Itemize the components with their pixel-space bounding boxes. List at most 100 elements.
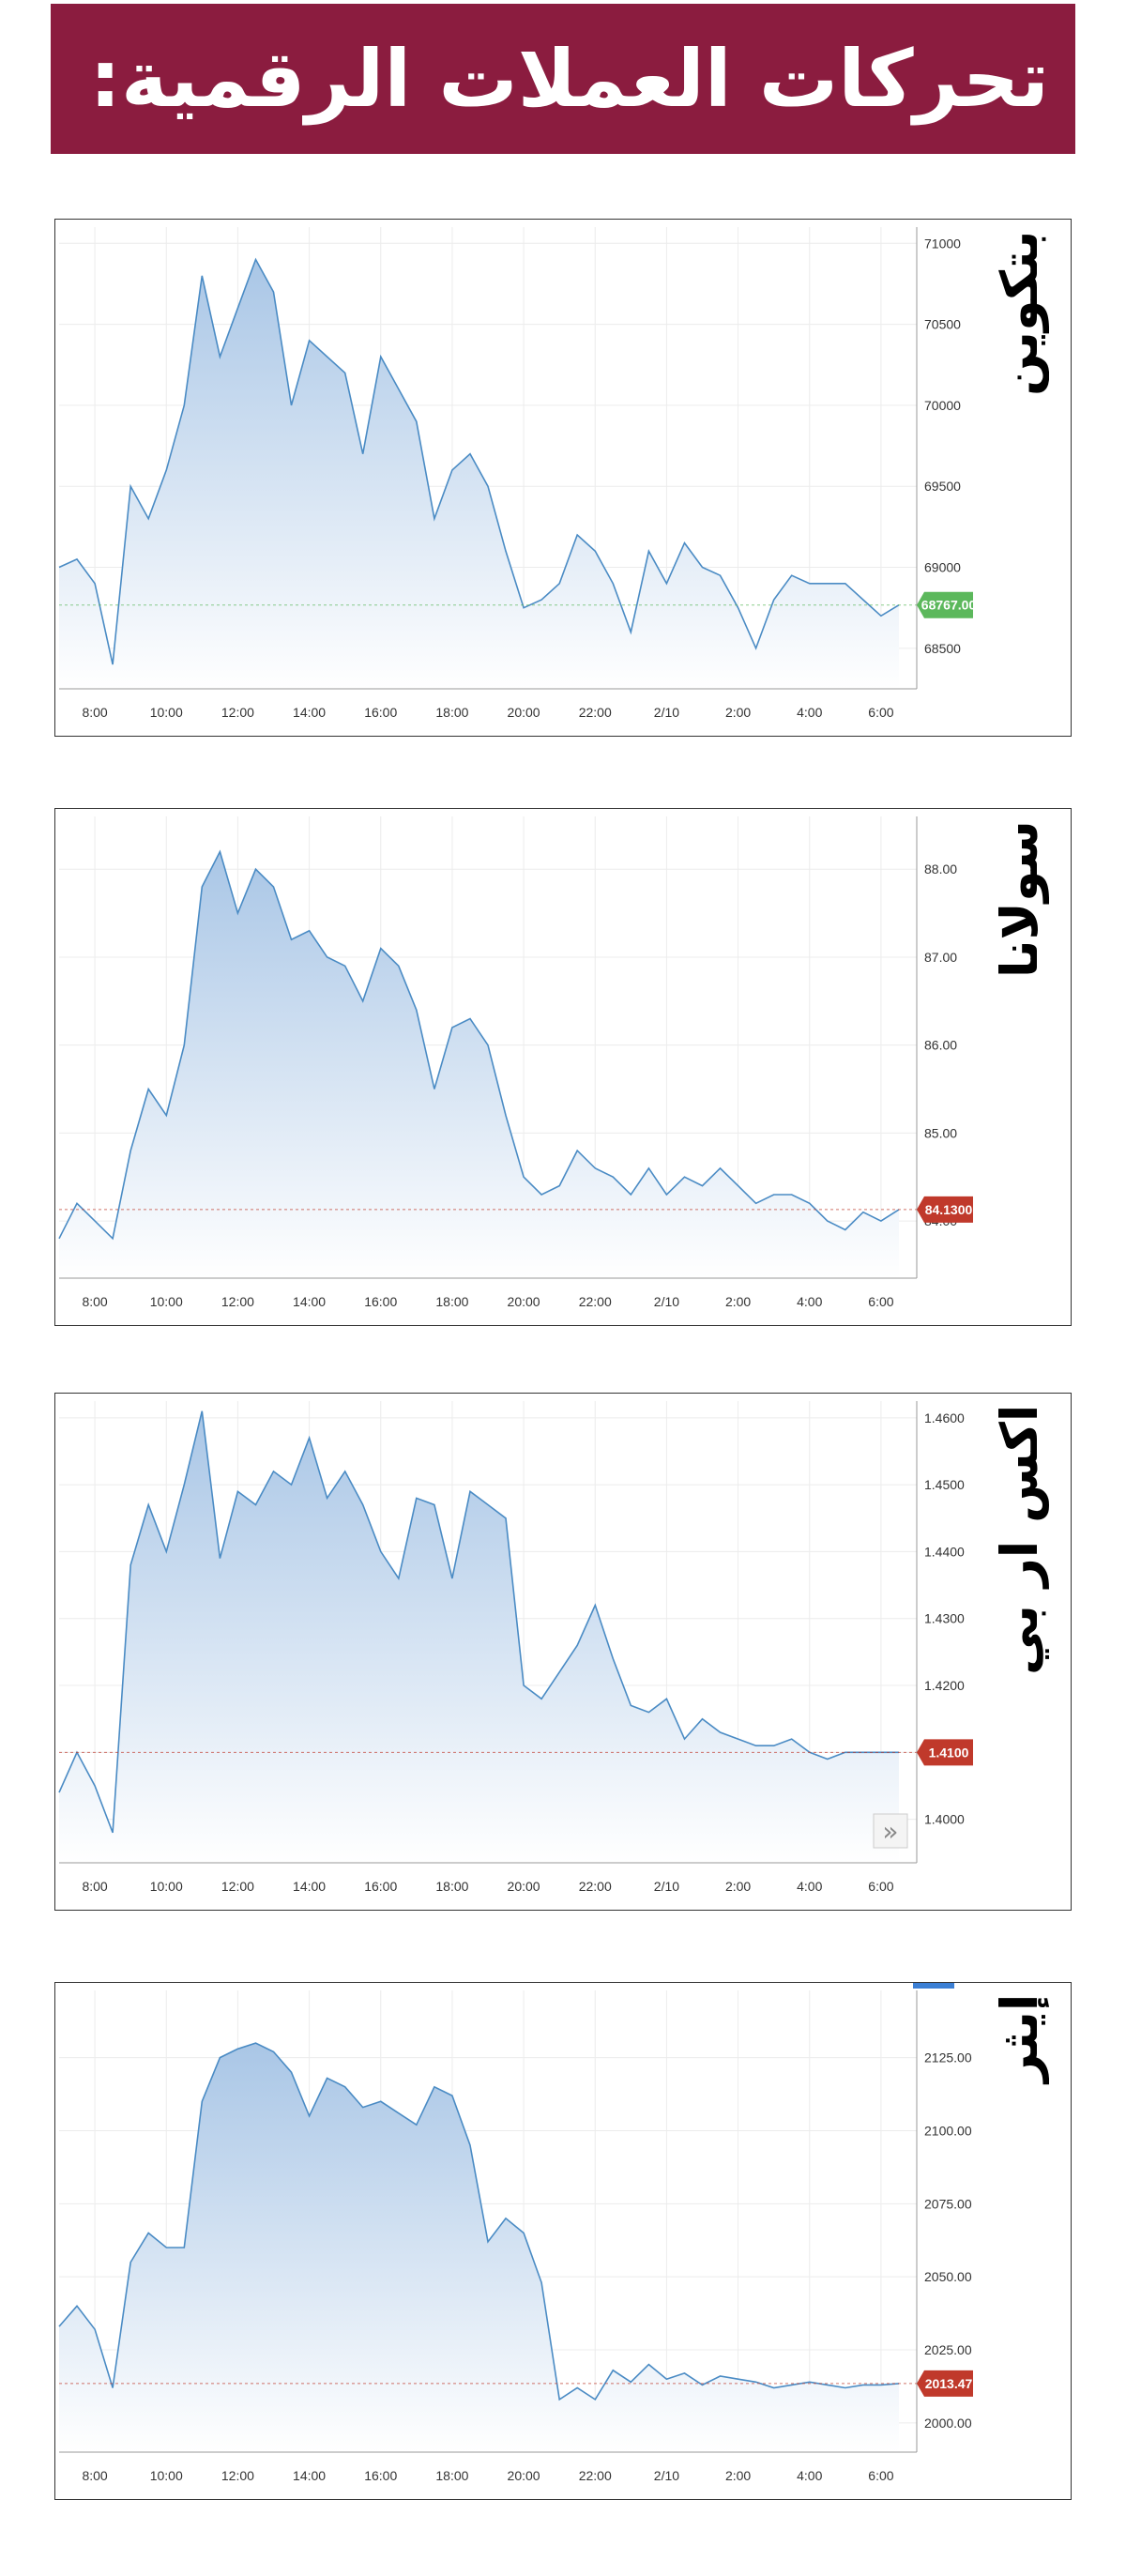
range-marker [913,1983,954,1989]
y-tick-label: 88.00 [924,861,957,876]
series-line [58,257,900,665]
x-tick-label: 12:00 [221,1294,254,1309]
y-tick-label: 2125.00 [924,2050,972,2065]
chart-card-solana: 8:00 10:00 12:00 14:00 16:00 18:00 20:00 22:00 2… [54,808,1072,1326]
chart-card-ether: 8:00 10:00 12:00 14:00 16:00 18:00 20:00 22:00 2… [54,1982,1072,2500]
x-tick-label: 18:00 [435,1879,468,1894]
y-tick-label: 2025.00 [924,2342,972,2357]
price-badge: 84.1300 [917,1196,973,1223]
y-tick-label: 85.00 [924,1125,957,1140]
y-tick-label: 68500 [924,641,961,656]
x-tick-label: 22:00 [579,705,612,720]
series-line [58,2042,900,2401]
chart-bitcoin: 8:00 10:00 12:00 14:00 16:00 18:00 20:00 22:00 2… [58,227,977,720]
x-tick-label: 2/10 [654,1294,679,1309]
y-tick-label: 1.4300 [924,1611,965,1626]
y-tick-label: 1.4000 [924,1812,965,1827]
x-tick-label: 22:00 [579,1294,612,1309]
x-tick-label: 12:00 [221,2468,254,2483]
y-tick-label: 69000 [924,560,961,575]
x-tick-label: 8:00 [82,1294,107,1309]
x-tick-label: 20:00 [508,705,540,720]
x-tick-label: 10:00 [150,1879,183,1894]
coin-name-solana: سولانا [990,820,1049,978]
coin-name-ether: إيثر [990,1994,1049,2083]
x-tick-label: 22:00 [579,1879,612,1894]
y-tick-label: 70500 [924,317,961,332]
x-tick-label: 12:00 [221,1879,254,1894]
x-tick-label: 18:00 [435,705,468,720]
chart-card-xrp: 8:00 10:00 12:00 14:00 16:00 18:00 20:00 22:00 2… [54,1393,1072,1911]
y-tick-label: 69500 [924,479,961,494]
x-tick-label: 22:00 [579,2468,612,2483]
y-tick-label: 1.4400 [924,1544,965,1559]
area-fill [59,1410,899,1863]
x-tick-label: 2:00 [725,705,751,720]
y-tick-label: 1.4500 [924,1477,965,1492]
x-tick-label: 6:00 [868,2468,893,2483]
x-tick-label: 14:00 [293,1294,326,1309]
x-tick-label: 6:00 [868,705,893,720]
x-tick-label: 10:00 [150,2468,183,2483]
x-tick-label: 20:00 [508,1294,540,1309]
x-tick-label: 6:00 [868,1879,893,1894]
x-tick-label: 4:00 [797,1879,822,1894]
x-tick-label: 10:00 [150,705,183,720]
x-tick-label: 2:00 [725,1294,751,1309]
price-badge-label: 68767.00 [921,598,977,613]
chart-xrp: 8:00 10:00 12:00 14:00 16:00 18:00 20:00 22:00 2… [58,1401,973,1894]
price-badge-label: 2013.47 [925,2376,973,2391]
x-tick-label: 8:00 [82,1879,107,1894]
x-tick-label: 12:00 [221,705,254,720]
y-tick-label: 2050.00 [924,2269,972,2284]
coin-name-xrp: اكس ار بي [990,1405,1049,1676]
y-tick-label: 2100.00 [924,2123,972,2138]
coin-name-bitcoin: بتكوين [990,231,1049,397]
x-tick-label: 4:00 [797,2468,822,2483]
price-badge: 1.4100 [917,1739,973,1766]
x-tick-label: 20:00 [508,1879,540,1894]
x-tick-label: 6:00 [868,1294,893,1309]
series-line [58,1410,899,1834]
x-tick-label: 18:00 [435,2468,468,2483]
chart-card-bitcoin: 8:00 10:00 12:00 14:00 16:00 18:00 20:00 22:00 2… [54,219,1072,737]
x-tick-label: 8:00 [82,2468,107,2483]
x-tick-label: 16:00 [364,1294,397,1309]
y-tick-label: 1.4600 [924,1410,965,1425]
x-tick-label: 8:00 [82,705,107,720]
double-chevron-icon: » [882,1816,898,1847]
x-tick-label: 14:00 [293,2468,326,2483]
x-tick-label: 16:00 [364,1879,397,1894]
x-tick-label: 10:00 [150,1294,183,1309]
price-badge: 2013.47 [917,2370,973,2397]
x-tick-label: 2/10 [654,2468,679,2483]
x-tick-label: 16:00 [364,705,397,720]
x-tick-label: 2:00 [725,2468,751,2483]
x-tick-label: 18:00 [435,1294,468,1309]
price-badge-label: 84.1300 [925,1202,973,1217]
x-tick-label: 2/10 [654,1879,679,1894]
scroll-button [873,1813,908,1849]
x-tick-label: 2/10 [654,705,679,720]
y-tick-label: 71000 [924,236,961,251]
y-tick-label: 2075.00 [924,2196,972,2211]
y-tick-label: 2000.00 [924,2416,972,2431]
chart-ether: 8:00 10:00 12:00 14:00 16:00 18:00 20:00 22:00 2… [58,1983,973,2483]
y-tick-label: 1.4200 [924,1678,965,1693]
chart-solana: 8:00 10:00 12:00 14:00 16:00 18:00 20:00 22:00 2… [58,816,973,1309]
x-tick-label: 14:00 [293,705,326,720]
y-tick-label: 86.00 [924,1038,957,1053]
area-fill [59,851,899,1278]
y-tick-label: 70000 [924,398,961,413]
x-tick-label: 2:00 [725,1879,751,1894]
title-banner: تحركات العملات الرقمية: [51,4,1075,154]
area-fill [59,259,899,689]
x-tick-label: 16:00 [364,2468,397,2483]
x-tick-label: 20:00 [508,2468,540,2483]
x-tick-label: 4:00 [797,705,822,720]
x-tick-label: 4:00 [797,1294,822,1309]
series-line [58,849,900,1241]
price-badge: 68767.00 [917,591,977,618]
page-title: تحركات العملات الرقمية: [89,33,1049,125]
area-fill [59,2043,899,2452]
